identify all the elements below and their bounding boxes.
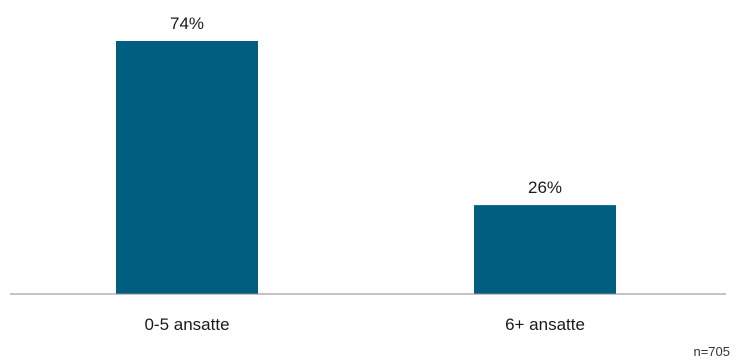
x-tick-labels-group: 0-5 ansatte 6+ ansatte [144,315,584,334]
bar-2 [474,205,616,294]
value-label-2: 26% [528,178,562,197]
x-tick-label-2: 6+ ansatte [505,315,585,334]
bar-1 [116,40,258,294]
value-labels-group: 74% 26% [170,14,562,197]
value-label-1: 74% [170,14,204,33]
sample-size-note: n=705 [693,344,730,359]
x-tick-label-1: 0-5 ansatte [144,315,229,334]
bars-group [116,40,616,294]
